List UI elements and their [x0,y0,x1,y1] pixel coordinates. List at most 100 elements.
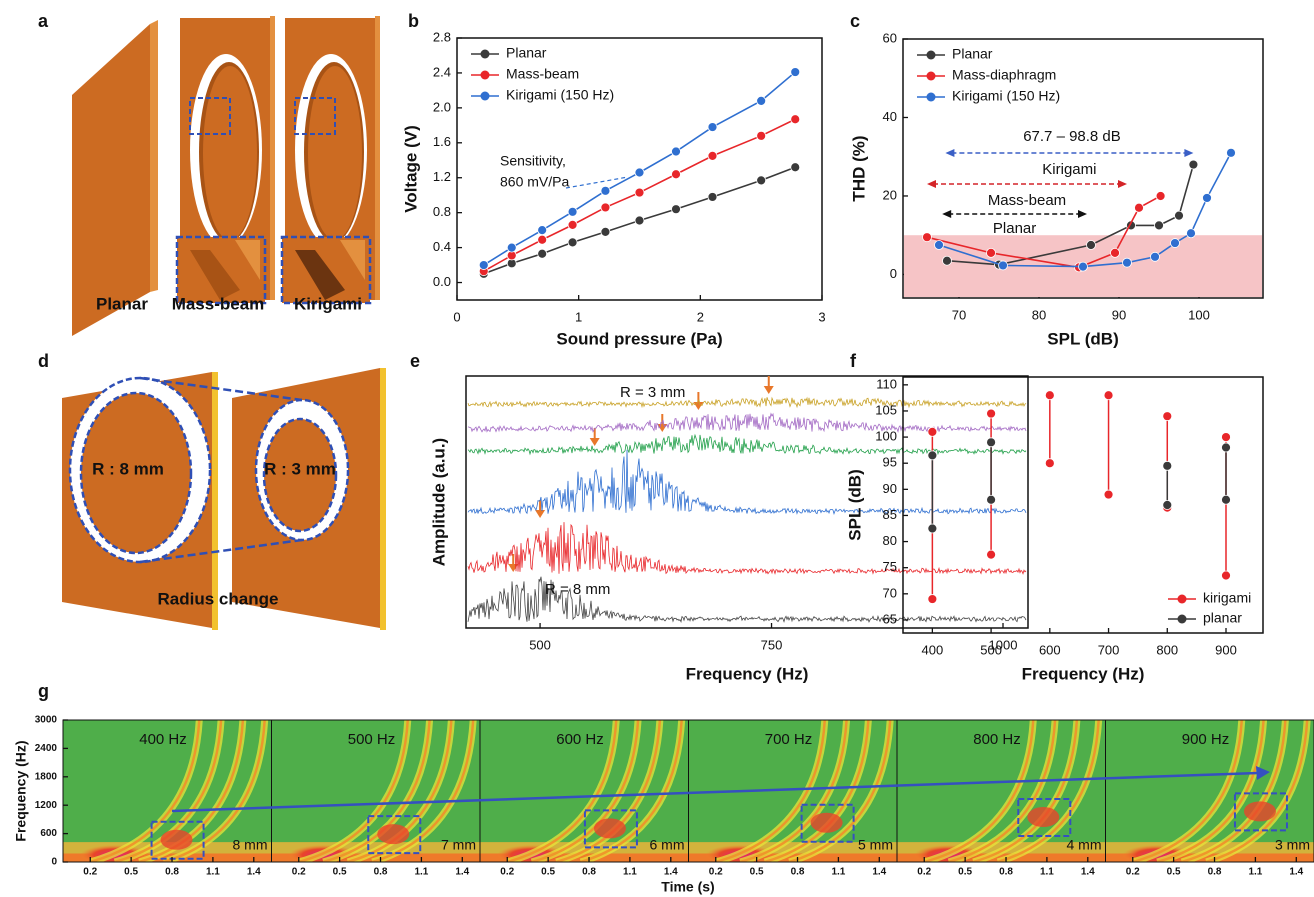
slab-edge [380,368,386,630]
data-point [986,408,996,419]
y-tick-label: 2.0 [433,99,451,114]
y-axis-label: SPL (dB) [845,469,864,540]
y-tick-label: 0 [51,857,57,868]
illustration-label: Radius change [158,589,279,608]
spectrogram-streak [739,720,848,862]
data-point [1174,210,1184,221]
planar-slab [72,24,150,336]
spectrogram-streak [715,720,827,862]
spectrogram-streak [371,720,475,862]
radius-label: 5 mm [858,837,893,853]
data-point [1044,390,1055,401]
data-point [707,122,718,132]
y-tick-label: 0.0 [433,274,451,289]
data-point [537,225,548,236]
series-line [483,118,796,272]
x-tick-label: 0.8 [999,867,1013,878]
y-axis-label: Voltage (V) [401,125,420,213]
data-point [537,234,548,245]
range-arrow-head [1118,180,1127,188]
range-arrow-head [1184,149,1194,157]
plot-frame [456,37,823,301]
guide [139,538,303,564]
guide [139,376,303,402]
data-point [790,114,801,125]
range-arrow-head [1078,210,1087,218]
x-tick-label: 0.2 [83,867,97,878]
illustration-label: R : 8 mm [92,459,164,478]
annotation-pointer [565,176,629,189]
y-axis-label: THD (%) [849,135,868,201]
data-point [756,175,767,186]
data-point [986,437,996,448]
x-tick-label: 2 [697,309,704,324]
data-point [756,95,767,106]
data-point [1044,458,1055,469]
slab-edge [375,16,380,300]
data-point [600,185,611,196]
data-point [634,167,645,178]
data-point [1122,257,1132,268]
data-point [934,240,944,250]
legend-marker [480,91,490,101]
series-line [483,166,796,275]
legend-marker [480,70,490,80]
y-tick-label: 0.4 [433,239,451,254]
data-point [1221,442,1231,453]
y-tick-label: 0.8 [433,204,451,219]
series-line [483,71,796,266]
x-tick-label: 700 [1098,642,1120,657]
panel-letter: a [38,11,49,31]
data-point [1086,240,1096,250]
peak-arrow-head [535,510,546,518]
y-tick-label: 65 [883,611,897,626]
panel-label: 800 Hz [973,731,1021,748]
slab-edge [212,372,218,630]
data-point [1155,191,1166,201]
annotation: Mass-beam [988,192,1066,209]
resonance [810,812,843,833]
panel-label: 900 Hz [1182,731,1230,748]
mass [308,66,362,240]
data-point [1162,411,1173,422]
y-tick-label: 75 [883,559,897,574]
x-tick-label: 1.4 [664,867,678,878]
spectrogram-streak [138,720,245,862]
x-tick-label: 0.2 [1126,867,1140,878]
data-point [1110,247,1120,258]
data-point [922,232,932,243]
spectrogram-streak [764,720,870,862]
plot-frame [62,719,1314,863]
x-tick-label: 0.5 [124,867,138,878]
y-axis-label: Frequency (Hz) [13,740,29,841]
radius-label: 3 mm [1275,837,1310,853]
y-axis-label: Amplitude (a.u.) [429,438,448,566]
x-tick-label: 0.2 [917,867,931,878]
data-point [1150,251,1160,262]
y-tick-label: 95 [883,455,897,470]
annotation: 860 mV/Pa [500,174,569,190]
y-tick-label: 20 [883,187,897,202]
x-tick-label: 1.1 [623,867,637,878]
x-tick-label: 750 [761,637,783,652]
x-tick-label: 900 [1215,642,1237,657]
data-point [1103,390,1114,401]
data-point [986,247,996,258]
panel-label: 400 Hz [139,731,187,748]
annotation: Sensitivity, [500,153,566,169]
beam [190,250,240,300]
legend-label: Planar [506,45,547,61]
data-point [1221,494,1231,505]
data-point [927,450,938,461]
spectrogram-streak [788,720,892,862]
data-point [567,237,578,248]
spectrogram-streak [1132,720,1244,862]
y-tick-label: 110 [876,376,897,391]
spectrogram-streak [1205,720,1309,862]
data-point [986,549,996,560]
legend-marker [480,49,490,59]
range-arrow-head [942,210,952,218]
y-tick-label: 70 [883,585,897,600]
spectrogram-streak [923,720,1035,862]
